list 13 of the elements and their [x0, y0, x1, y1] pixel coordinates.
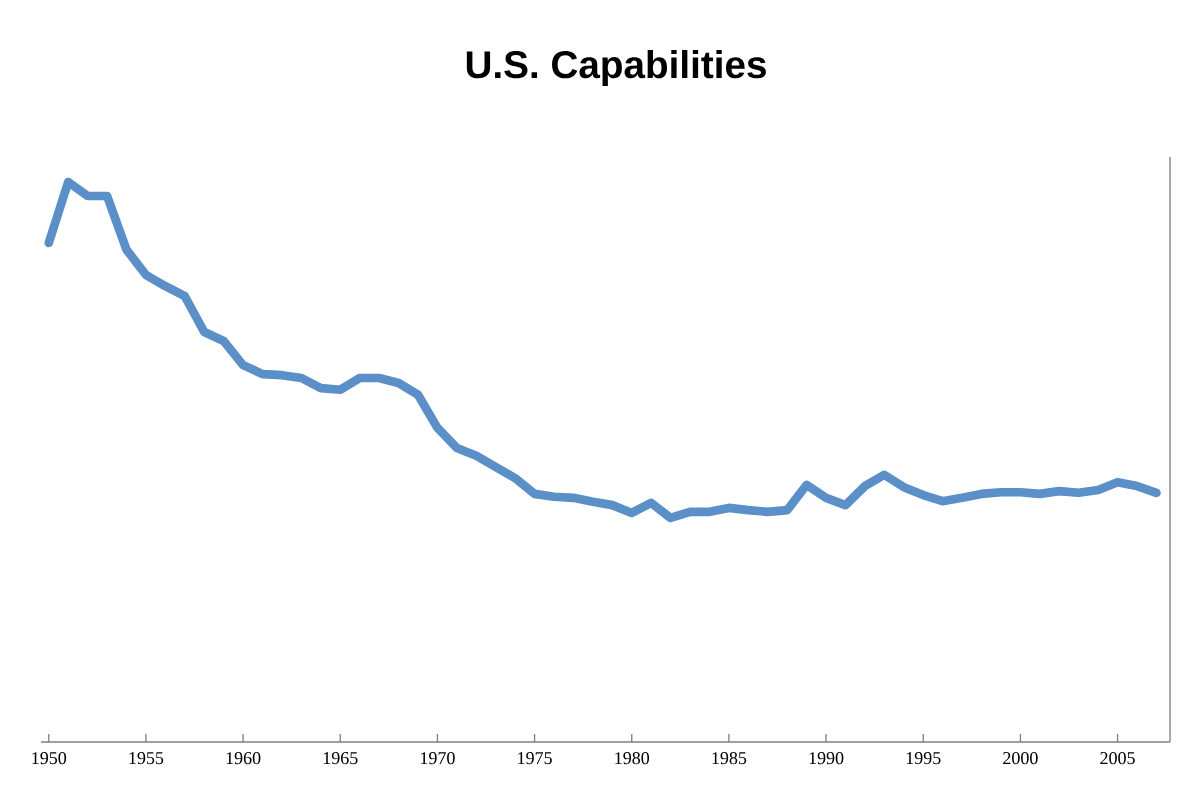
x-tick-label: 1950 [32, 752, 67, 765]
x-tick-label: 1995 [906, 752, 941, 765]
x-tick-label: 1965 [323, 752, 358, 765]
x-tick-label: 1990 [809, 752, 844, 765]
x-tick-label: 1975 [518, 752, 552, 765]
x-tick-label: 1955 [129, 752, 164, 765]
x-tick-label: 1960 [226, 752, 261, 765]
x-tick-label: 1980 [615, 752, 650, 765]
x-tick-label: 2005 [1100, 752, 1135, 765]
x-tick-label: 2000 [1003, 752, 1038, 765]
x-tick-label: 1970 [421, 752, 455, 765]
x-tick-label: 1985 [712, 752, 747, 765]
chart-title: U.S. Capabilities [466, 49, 766, 87]
